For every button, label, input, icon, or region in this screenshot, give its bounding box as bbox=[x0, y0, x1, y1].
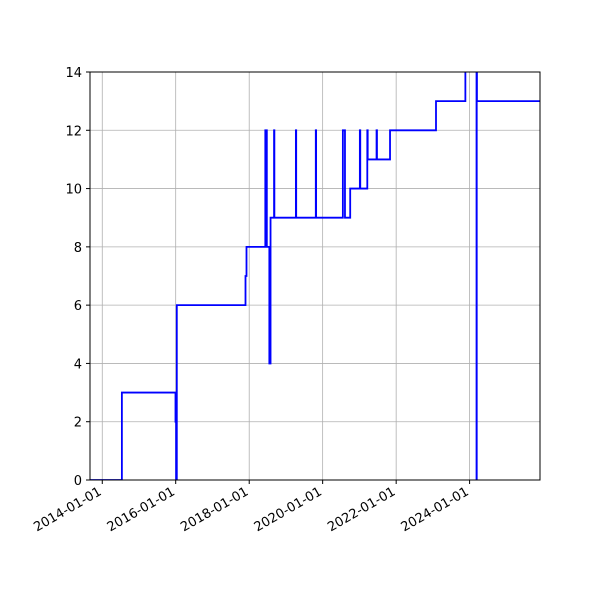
plot-frame bbox=[89, 71, 541, 481]
y-tick-label: 8 bbox=[74, 241, 82, 256]
y-tick-label: 12 bbox=[65, 124, 82, 139]
y-tick-label: 10 bbox=[65, 183, 82, 198]
y-tick-label: 14 bbox=[65, 66, 82, 81]
y-tick-label: 4 bbox=[74, 357, 82, 372]
series-group bbox=[90, 72, 540, 480]
y-tick-label: 6 bbox=[74, 299, 82, 314]
y-tick-label: 2 bbox=[74, 416, 82, 431]
series-line-1 bbox=[90, 72, 540, 480]
y-tick-label: 0 bbox=[74, 474, 82, 489]
